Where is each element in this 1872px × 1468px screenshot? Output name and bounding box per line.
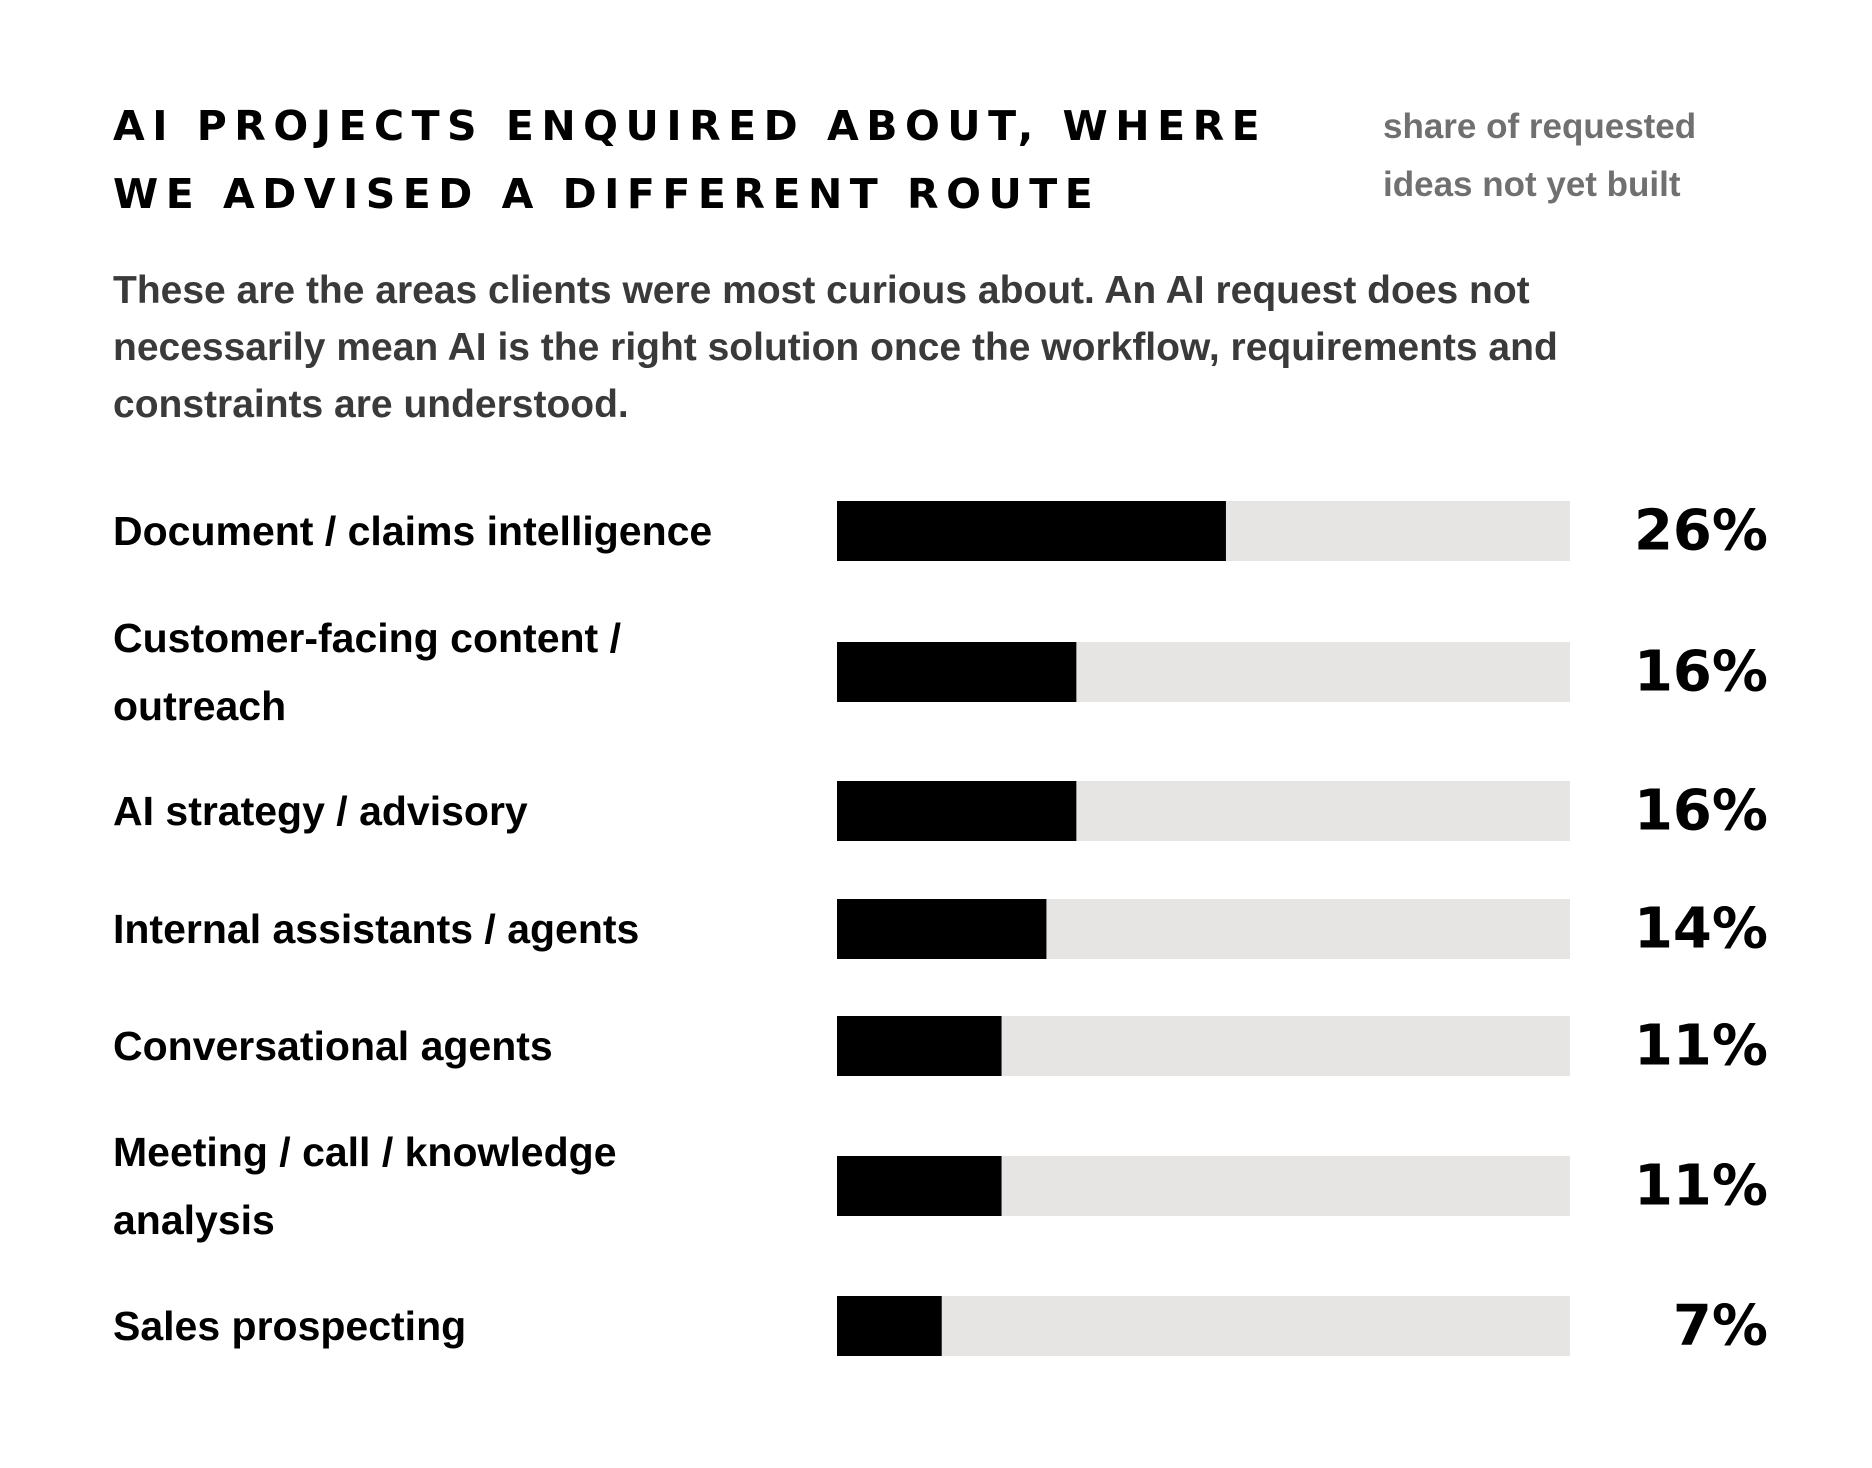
bar [837, 642, 1077, 702]
value-label: 11% [1634, 1014, 1768, 1079]
bar [837, 501, 1226, 561]
category-label: AI strategy / advisory [113, 788, 528, 834]
category-label: Customer-facing content / outreach [113, 615, 621, 729]
bar [837, 781, 1077, 841]
value-label: 14% [1634, 897, 1768, 962]
category-label: Document / claims intelligence [113, 508, 712, 554]
chart-subtitle: These are the areas clients were most cu… [113, 269, 1558, 426]
value-label: 16% [1634, 640, 1768, 705]
category-label: Internal assistants / agents [113, 906, 639, 952]
bar [837, 899, 1047, 959]
bar [837, 1016, 1002, 1076]
category-label: Sales prospecting [113, 1303, 466, 1349]
bar-track [837, 1296, 1570, 1356]
value-label: 16% [1634, 779, 1768, 844]
category-label: Meeting / call / knowledge analysis [113, 1129, 617, 1243]
value-label: 11% [1634, 1154, 1768, 1219]
category-label: Conversational agents [113, 1023, 553, 1069]
value-label: 7% [1673, 1294, 1768, 1359]
bar [837, 1156, 1002, 1216]
measure-note: share of requested ideas not yet built [1383, 107, 1697, 204]
value-label: 26% [1634, 499, 1768, 564]
chart-title: AI projects enquired about, where we adv… [113, 102, 1268, 218]
bar [837, 1296, 942, 1356]
